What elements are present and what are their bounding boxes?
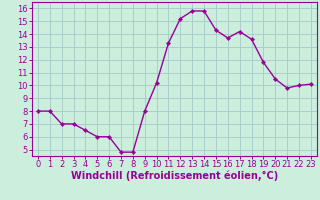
X-axis label: Windchill (Refroidissement éolien,°C): Windchill (Refroidissement éolien,°C) (71, 171, 278, 181)
